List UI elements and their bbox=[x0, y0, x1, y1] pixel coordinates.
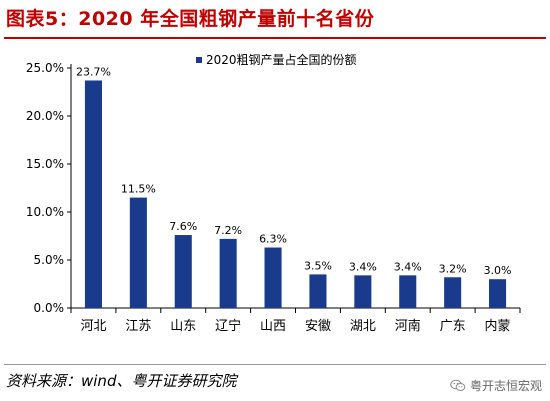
bar bbox=[129, 197, 147, 308]
source-note: 资料来源：wind、粤开证券研究院 bbox=[6, 372, 237, 390]
x-tick-label: 安徽 bbox=[305, 319, 331, 334]
bar bbox=[264, 247, 282, 308]
x-tick-label: 内蒙 bbox=[485, 318, 511, 334]
bar-value-label: 3.0% bbox=[484, 264, 512, 277]
x-tick-label: 江苏 bbox=[125, 318, 151, 334]
bar-value-label: 11.5% bbox=[121, 183, 156, 196]
y-tick-label: 5.0% bbox=[34, 253, 65, 267]
x-tick-label: 湖北 bbox=[350, 319, 376, 334]
wechat-icon bbox=[450, 379, 466, 391]
bar bbox=[84, 80, 102, 308]
title-divider bbox=[4, 37, 546, 39]
bar bbox=[489, 279, 507, 308]
bar bbox=[354, 275, 372, 308]
x-tick-label: 河北 bbox=[80, 319, 106, 334]
x-tick-label: 山东 bbox=[170, 319, 196, 334]
bar-value-label: 6.3% bbox=[259, 233, 287, 246]
y-tick-label: 10.0% bbox=[26, 205, 64, 219]
bar-value-label: 3.5% bbox=[304, 259, 332, 272]
bar bbox=[444, 277, 462, 308]
watermark-text: 粤开志恒宏观 bbox=[469, 379, 542, 393]
bar bbox=[174, 235, 192, 308]
watermark: 粤开志恒宏观 bbox=[450, 377, 542, 394]
x-tick-label: 广东 bbox=[440, 319, 466, 334]
bar-value-label: 3.2% bbox=[439, 262, 467, 275]
bar bbox=[219, 238, 237, 308]
y-tick-label: 20.0% bbox=[26, 109, 64, 123]
figure-title: 图表5：2020 年全国粗钢产量前十名省份 bbox=[6, 8, 375, 30]
bar-chart: 0.0% 5.0% 10.0% 15.0% 20.0% 25.0% 23.7% 河北 11.5%… bbox=[26, 52, 521, 334]
x-tick-label: 辽宁 bbox=[215, 318, 241, 334]
bar-value-label: 23.7% bbox=[76, 65, 111, 78]
x-tick-label: 山西 bbox=[260, 319, 286, 334]
bar-value-label: 7.2% bbox=[214, 224, 242, 237]
y-tick-label: 0.0% bbox=[34, 301, 65, 315]
y-tick-label: 25.0% bbox=[26, 61, 64, 75]
y-tick-label: 15.0% bbox=[26, 157, 64, 171]
bar bbox=[309, 274, 327, 308]
legend-label: 2020粗钢产量占全国的份额 bbox=[206, 52, 357, 67]
bar-value-label: 3.4% bbox=[349, 260, 377, 273]
bar-value-label: 3.4% bbox=[394, 260, 422, 273]
x-tick-label: 河南 bbox=[395, 318, 421, 334]
bar-value-label: 7.6% bbox=[169, 220, 197, 233]
footer-divider bbox=[4, 364, 546, 365]
bar bbox=[399, 275, 417, 308]
legend-swatch bbox=[196, 57, 202, 63]
